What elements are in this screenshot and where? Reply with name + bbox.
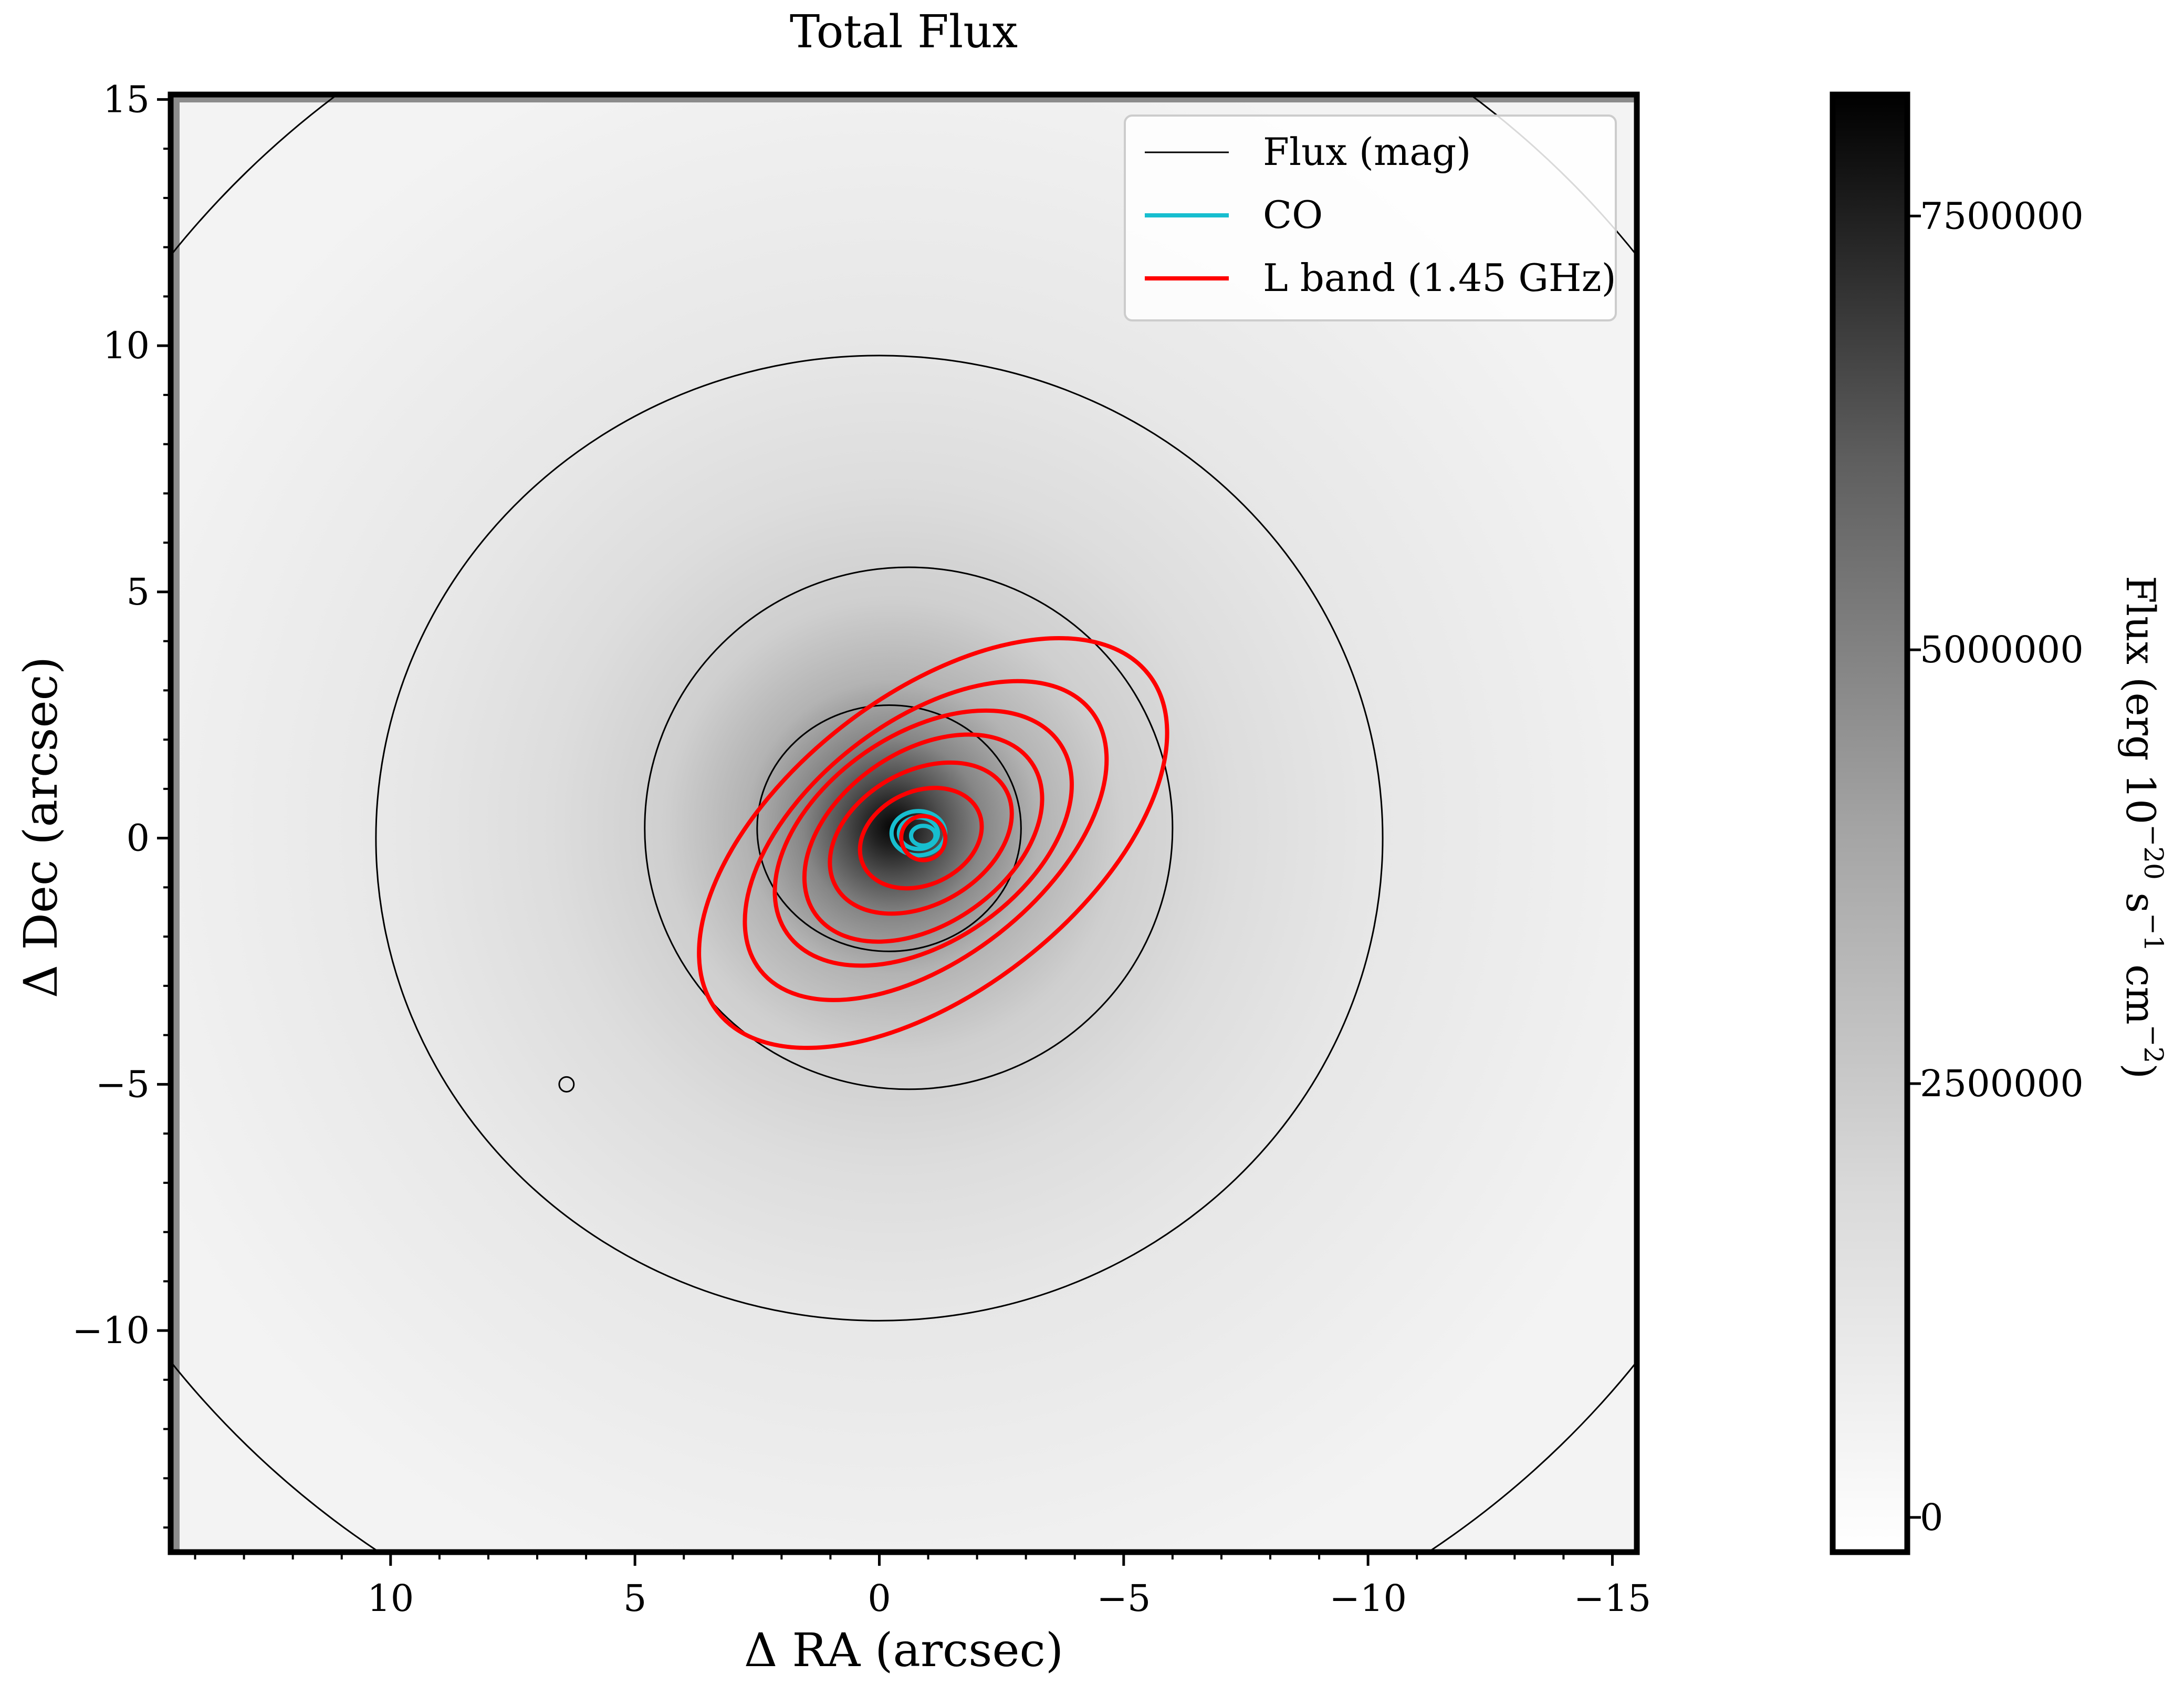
colorbar: 0 2500000 5000000 7500000 Flux (erg 10−20 s… [1830,91,2169,1555]
x-tick-label: −5 [1096,1577,1151,1620]
colorbar-ticks: 0 2500000 5000000 7500000 [1907,194,2084,1539]
x-tick-label: 5 [623,1577,647,1620]
contour-l-band-1-45-ghz [828,760,1014,916]
x-tick-label: 10 [367,1577,414,1620]
colorbar-tick-label: 0 [1920,1496,1943,1539]
colorbar-gradient-bar [1830,91,1910,1555]
legend-box [1124,115,1617,321]
legend-label-co: CO [1263,193,1323,237]
y-tick-label: −5 [96,1063,150,1106]
contour-flux-mag [558,1076,575,1093]
chart-title: Total Flux [790,6,1018,58]
colorbar-label-part: ) [2117,1063,2164,1079]
contour-l-band-1-45-ghz [899,814,948,862]
contour-flux-mag [756,704,1022,952]
contour-l-band-1-45-ghz [772,708,1074,968]
colorbar-label-superscript: −1 [2138,913,2169,952]
contour-l-band-1-45-ghz [802,732,1044,944]
colorbar-label-part: Flux (erg 10 [2117,576,2164,824]
colorbar-tick-label: 5000000 [1920,628,2084,671]
plot-frame [168,91,1640,1555]
y-tick-label: 10 [103,324,150,367]
contour-flux-mag [375,355,1384,1322]
x-tick-label: −10 [1329,1577,1407,1620]
colorbar-tick-label: 2500000 [1920,1062,2084,1105]
legend-label-lband: L band (1.45 GHz) [1263,256,1616,300]
x-axis-ticks: 10 5 0 −5 −10 −15 [194,1552,1652,1620]
contour-l-band-1-45-ghz [697,636,1169,1050]
colorbar-tick-label: 7500000 [1920,194,2084,237]
colorbar-label-superscript: −2 [2138,1025,2169,1064]
x-axis-label: Δ RA (arcsec) [744,1623,1063,1677]
y-tick-label: −10 [72,1309,150,1352]
x-tick-label: −15 [1574,1577,1652,1620]
y-axis-label: Δ Dec (arcsec) [14,657,68,998]
legend-label-flux: Flux (mag) [1263,130,1471,174]
y-tick-label: 0 [126,817,150,860]
contour-layer [171,95,1637,1552]
contour-l-band-1-45-ghz [858,786,984,891]
y-axis-ticks: 15 10 5 0 −5 −10 [72,78,171,1529]
y-tick-label: 15 [103,78,150,121]
x-tick-label: 0 [868,1577,891,1620]
colorbar-label-superscript: −20 [2138,824,2169,880]
colorbar-label-part: cm [2117,952,2164,1025]
y-tick-label: 5 [126,570,150,613]
colorbar-label-part: s [2117,880,2164,913]
contour-co [908,824,938,848]
legend: Flux (mag) CO L band (1.45 GHz) [1124,115,1617,321]
contour-flux-mag [644,566,1174,1090]
contour-l-band-1-45-ghz [743,679,1109,1002]
colorbar-label: Flux (erg 10−20 s−1 cm−2) [2117,576,2169,1079]
